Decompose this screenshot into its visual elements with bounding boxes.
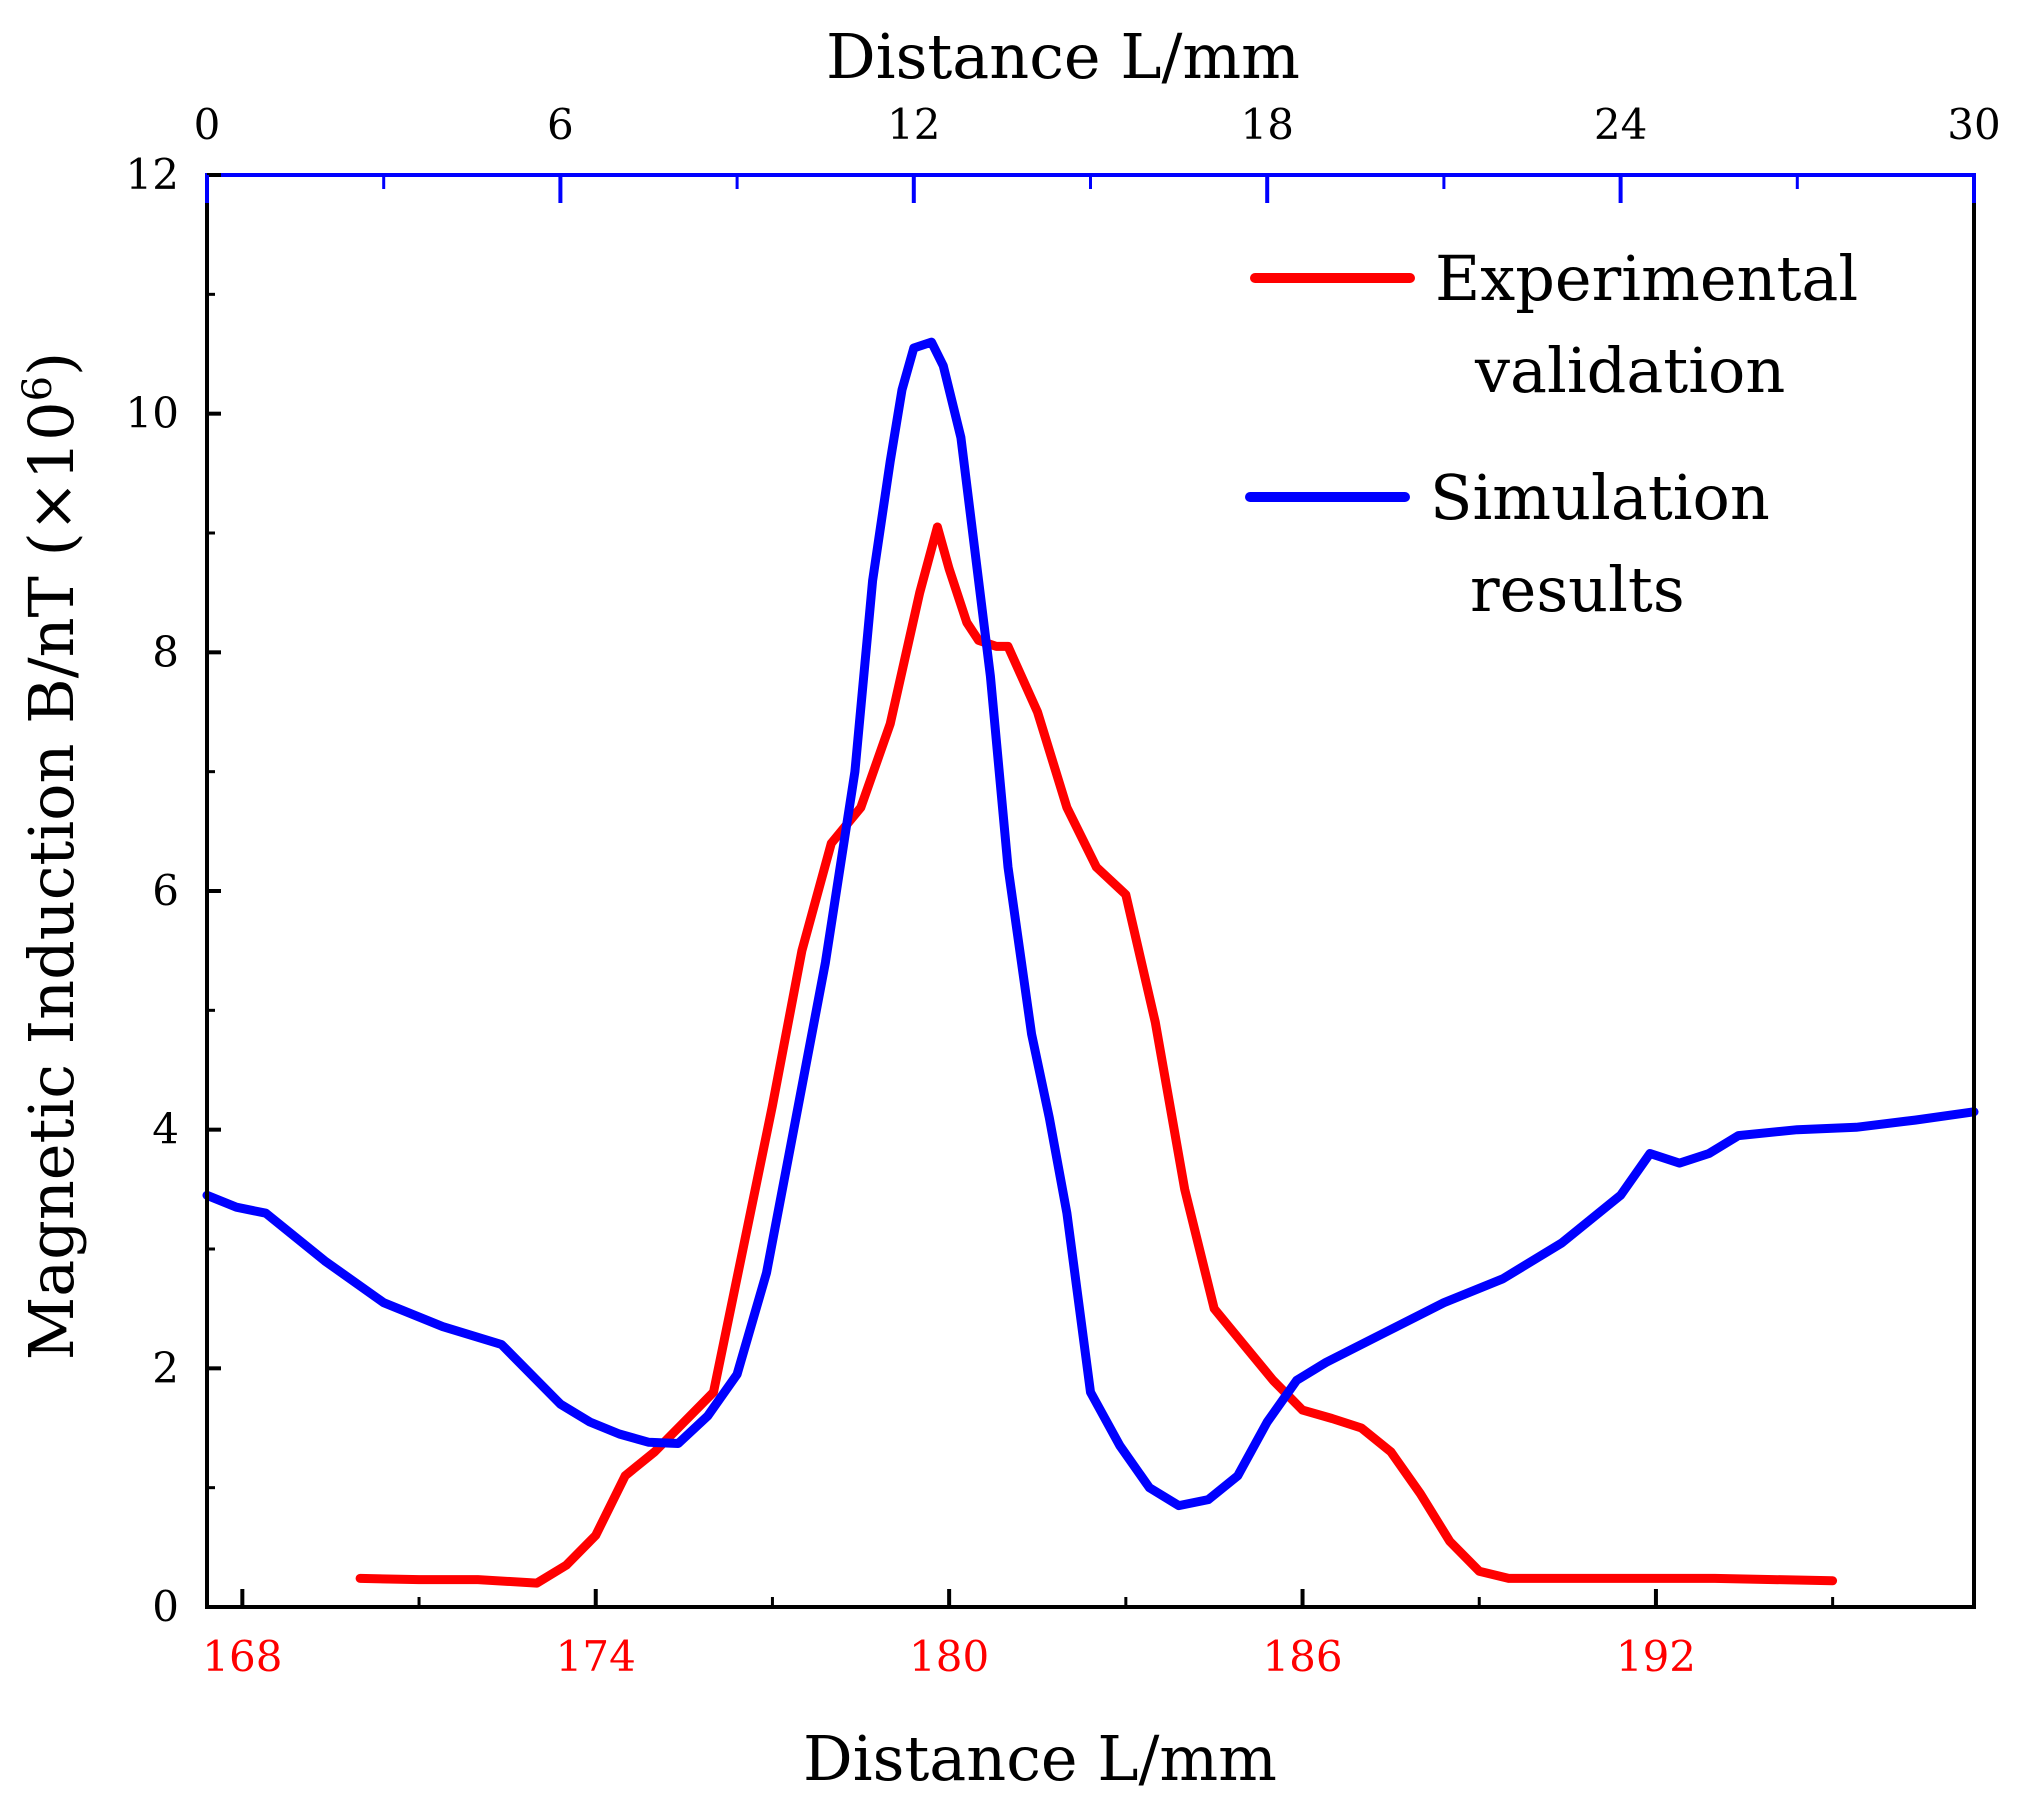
- x-top-axis-title: Distance L/mm: [826, 20, 1300, 93]
- legend-label-experimental-line2: validation: [1474, 334, 1785, 407]
- x-top-tick-label: 24: [1594, 100, 1647, 149]
- x-top-tick-label: 6: [547, 100, 574, 149]
- series-layer: [202, 337, 1979, 1588]
- y-axis-title-exponent: 6: [15, 376, 61, 401]
- x-top-tick-label: 30: [1947, 100, 2000, 149]
- y-tick-label: 8: [152, 627, 179, 676]
- x-top-tick-label: 12: [887, 100, 940, 149]
- legend-label-experimental-line1: Experimental: [1435, 242, 1858, 315]
- x-bottom-tick-label: 180: [909, 1632, 989, 1681]
- x-top-tick-label: 18: [1240, 100, 1293, 149]
- x-bottom-tick-label: 186: [1262, 1632, 1342, 1681]
- y-tick-label: 2: [152, 1343, 179, 1392]
- legend-label-simulation-line2: results: [1470, 553, 1685, 626]
- x-bottom-tick-label: 174: [556, 1632, 636, 1681]
- y-tick-label: 6: [152, 866, 179, 915]
- series-line-simulation: [202, 337, 1979, 1511]
- x-top-tick-label: 0: [194, 100, 221, 149]
- x-bottom-tick-label: 168: [202, 1632, 282, 1681]
- x-bottom-axis-title: Distance L/mm: [803, 1722, 1277, 1795]
- series-line-experimental: [355, 522, 1838, 1588]
- legend: Experimental validation Simulation resul…: [1245, 242, 1858, 626]
- y-tick-label: 10: [126, 389, 179, 438]
- y-tick-label: 4: [152, 1105, 179, 1154]
- x-bottom-tick-label: 192: [1616, 1632, 1696, 1681]
- y-axis-title: Magnetic Induction B/nT (×106): [15, 352, 88, 1361]
- legend-label-simulation-line1: Simulation: [1430, 461, 1770, 534]
- y-tick-label: 0: [152, 1582, 179, 1631]
- y-tick-label: 12: [126, 150, 179, 199]
